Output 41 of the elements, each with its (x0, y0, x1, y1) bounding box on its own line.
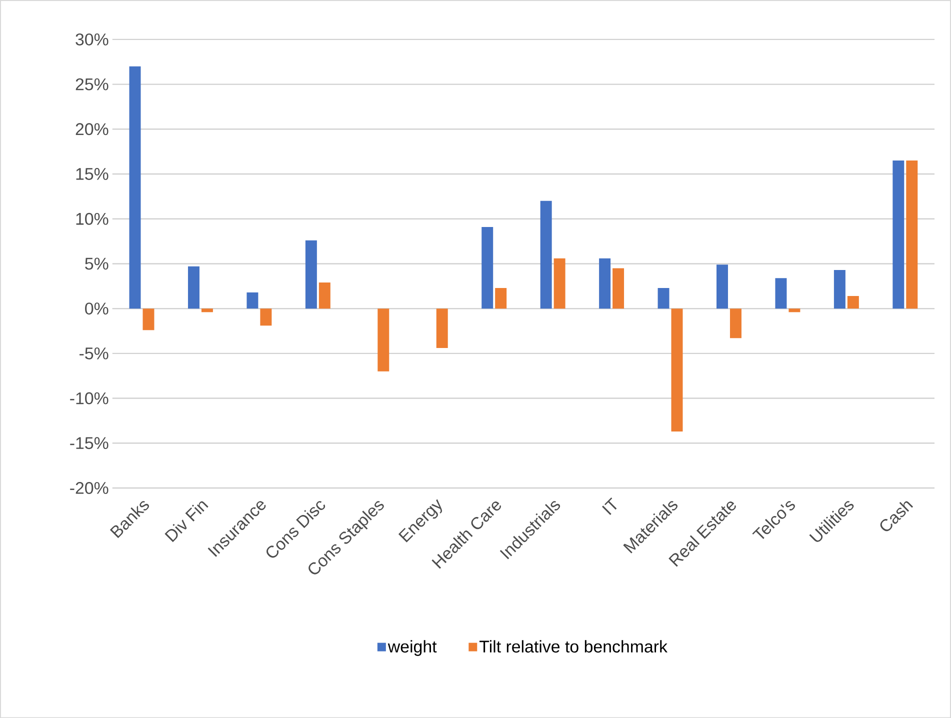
legend-label: weight (388, 640, 437, 656)
bar (658, 288, 670, 308)
y-tick-label: -10% (70, 392, 108, 404)
y-tick-label: 5% (85, 258, 108, 270)
bar (612, 268, 624, 308)
bar (318, 282, 330, 308)
bar (730, 308, 742, 338)
bar (246, 292, 258, 308)
bar (201, 308, 213, 312)
bar (892, 160, 904, 308)
y-tick-label: 15% (76, 168, 108, 180)
legend-label: Tilt relative to benchmark (480, 640, 668, 652)
bar (142, 308, 154, 330)
y-tick-label: -20% (70, 482, 108, 494)
bar (788, 308, 800, 312)
bar (260, 308, 272, 326)
bar (775, 278, 787, 308)
x-tick-label: IT (602, 497, 617, 515)
bar (129, 66, 141, 308)
y-tick-label: 30% (76, 33, 108, 46)
bar (495, 288, 507, 308)
y-tick-label: 10% (76, 212, 108, 225)
y-tick-label: 25% (76, 78, 108, 90)
y-tick-label: -15% (70, 437, 108, 449)
bar (716, 264, 728, 308)
bar (378, 308, 390, 372)
bar (482, 226, 494, 308)
bar (540, 200, 552, 308)
bar (436, 308, 448, 348)
bar (599, 258, 611, 308)
bar (305, 240, 317, 308)
bar (847, 296, 859, 308)
y-tick-label: 0% (85, 302, 108, 314)
bar (671, 308, 683, 432)
bar (554, 258, 566, 308)
x-tick-label: Div Fin (164, 501, 208, 542)
bar (188, 266, 200, 308)
y-tick-label: -5% (80, 347, 108, 360)
y-tick-label: 20% (76, 123, 108, 136)
bar (834, 270, 846, 308)
bar (906, 160, 918, 308)
